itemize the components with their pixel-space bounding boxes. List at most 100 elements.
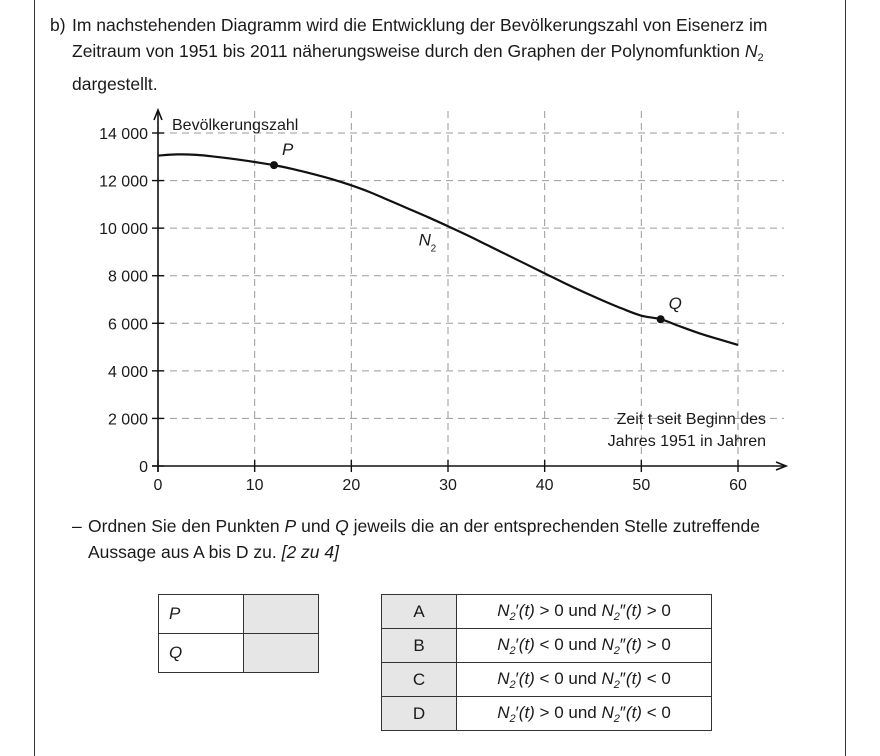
option-statement-part: N xyxy=(497,668,510,688)
option-statement-part: > 0 xyxy=(641,600,671,620)
option-statement-part: N xyxy=(601,668,614,688)
option-letter: C xyxy=(381,662,457,697)
chart-points: PQ xyxy=(270,140,682,324)
option-statement-part: ′ xyxy=(515,668,519,688)
option-statement-part: ″ xyxy=(619,702,626,722)
options-table: A N2′(t) > 0 und N2″(t) > 0 B N2′(t) < 0 un… xyxy=(381,594,712,731)
answer-box-q[interactable] xyxy=(243,633,319,673)
option-statement-part: und xyxy=(563,702,602,722)
option-statement-part: ′ xyxy=(515,702,519,722)
answer-row-p: P xyxy=(158,594,319,634)
chart-labels: Bevölkerungszahl Zeit t seit Beginn des Ja… xyxy=(172,117,766,450)
option-statement-part: (t) xyxy=(518,702,535,722)
x-axis-label-line-1: Zeit t seit Beginn des xyxy=(617,411,766,428)
page-frame xyxy=(34,0,846,756)
curve-n2 xyxy=(157,153,739,346)
x-tick-label-2: 20 xyxy=(342,477,360,494)
option-statement: N2′(t) > 0 und N2″(t) > 0 xyxy=(456,594,712,629)
option-statement-part: und xyxy=(563,668,602,688)
option-statement-part: (t) xyxy=(518,634,535,654)
option-statement-part: 2 xyxy=(613,644,620,657)
task-text-before: Im nachstehenden Diagramm wird die Entwi… xyxy=(72,15,768,61)
option-statement-part: N xyxy=(601,702,614,722)
y-tick-label-3: 6 000 xyxy=(108,316,148,333)
x-axis-arrow xyxy=(775,461,789,471)
option-statement-part: (t) xyxy=(518,600,535,620)
option-statement-part: < 0 xyxy=(641,668,671,688)
option-statement-part: (t) xyxy=(625,702,642,722)
point-p xyxy=(270,161,278,170)
instruction-dash: – xyxy=(72,516,82,536)
instruction-text: Ordnen Sie den Punkten P und Q jeweils d… xyxy=(88,513,808,565)
point-label-p: P xyxy=(282,140,294,159)
answer-label-p: P xyxy=(158,594,244,634)
option-statement-part: (t) xyxy=(625,668,642,688)
answer-table: P Q xyxy=(158,594,319,673)
option-statement-part: N xyxy=(601,600,614,620)
option-row-a: A N2′(t) > 0 und N2″(t) > 0 xyxy=(381,594,712,629)
option-statement-part: 2 xyxy=(613,678,620,691)
option-statement-part: > 0 xyxy=(534,702,564,722)
task-text-after: dargestellt. xyxy=(72,74,158,94)
chart-ticks: 0 2 000 4 000 6 000 8 000 10 000 12 000 14 000 0… xyxy=(99,126,747,494)
x-tick-label-1: 10 xyxy=(246,477,264,494)
x-tick-label-3: 30 xyxy=(439,477,457,494)
y-tick-label-4: 8 000 xyxy=(108,269,148,286)
y-axis-label: Bevölkerungszahl xyxy=(172,117,298,134)
y-axis-arrow xyxy=(153,107,163,121)
y-tick-label-0: 0 xyxy=(139,459,148,476)
x-tick-label-0: 0 xyxy=(154,477,163,494)
option-statement-part: N xyxy=(497,634,510,654)
option-statement-part: N xyxy=(497,702,510,722)
task-label: b) xyxy=(50,15,66,35)
option-statement-part: (t) xyxy=(518,668,535,688)
instruction-q: Q xyxy=(335,516,349,536)
task-text: Im nachstehenden Diagramm wird die Entwi… xyxy=(72,12,817,97)
option-row-c: C N2′(t) < 0 und N2″(t) < 0 xyxy=(381,662,712,697)
chart-grid xyxy=(158,110,784,466)
option-statement-part: 2 xyxy=(509,610,516,623)
func-sub: 2 xyxy=(757,52,764,64)
instruction-part-3: jeweils die an der entsprechenden Stelle… xyxy=(88,516,760,562)
x-tick-label-4: 40 xyxy=(536,477,554,494)
point-label-q: Q xyxy=(669,294,682,313)
option-statement-part: ″ xyxy=(619,634,626,654)
instruction-p: P xyxy=(284,516,297,536)
option-statement-part: < 0 xyxy=(641,702,671,722)
y-tick-label-1: 2 000 xyxy=(108,411,148,428)
answer-row-q: Q xyxy=(158,633,319,673)
x-axis-label-line-2: Jahres 1951 in Jahren xyxy=(608,433,766,450)
point-q xyxy=(656,315,665,324)
option-statement-part: ″ xyxy=(619,600,626,620)
instruction-part-2: und xyxy=(296,516,336,536)
y-tick-label-6: 12 000 xyxy=(99,174,148,191)
population-chart: 0 2 000 4 000 6 000 8 000 10 000 12 000 14 000 0… xyxy=(99,107,789,494)
option-statement: N2′(t) < 0 und N2″(t) > 0 xyxy=(456,628,712,663)
option-statement-part: < 0 xyxy=(534,634,564,654)
y-tick-label-7: 14 000 xyxy=(99,126,148,143)
option-statement-part: ′ xyxy=(515,634,519,654)
option-statement-part: 2 xyxy=(613,610,620,623)
x-tick-label-6: 60 xyxy=(729,477,747,494)
option-row-d: D N2′(t) > 0 und N2″(t) < 0 xyxy=(381,696,712,731)
option-letter: A xyxy=(381,594,457,629)
answer-box-p[interactable] xyxy=(243,594,319,634)
y-tick-label-2: 4 000 xyxy=(108,364,148,381)
instruction-part-1: Ordnen Sie den Punkten xyxy=(88,516,285,536)
func-letter: N xyxy=(744,41,758,61)
option-statement-part: (t) xyxy=(625,600,642,620)
chart-axes xyxy=(152,107,789,472)
answer-label-q: Q xyxy=(158,633,244,673)
option-statement-part: 2 xyxy=(613,712,620,725)
x-tick-label-5: 50 xyxy=(632,477,650,494)
option-statement-part: < 0 xyxy=(534,668,564,688)
option-statement-part: 2 xyxy=(509,712,516,725)
option-statement-part: (t) xyxy=(625,634,642,654)
option-statement-part: > 0 xyxy=(641,634,671,654)
curve-label-letter: N xyxy=(419,231,432,250)
curve-label-sub: 2 xyxy=(431,244,437,255)
option-statement-part: N xyxy=(601,634,614,654)
y-tick-label-5: 10 000 xyxy=(99,221,148,238)
option-statement-part: und xyxy=(563,600,602,620)
points-note: [2 zu 4] xyxy=(281,542,339,562)
